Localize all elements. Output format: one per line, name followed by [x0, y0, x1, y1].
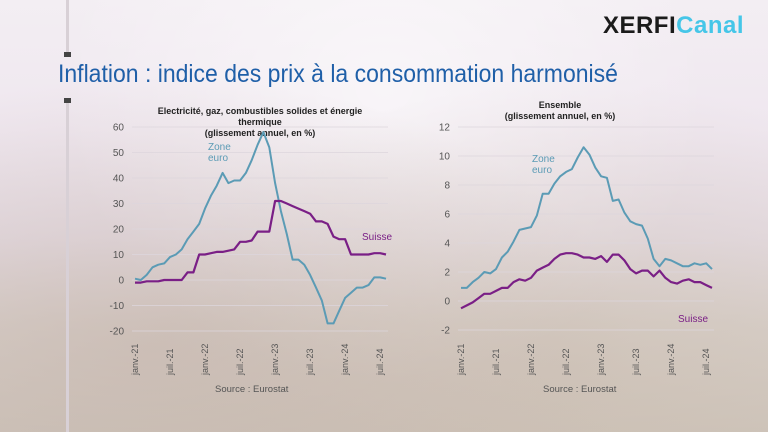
chart1-xtick-label: janv.-24 [340, 344, 350, 376]
chart2-xtick-label: juil.-21 [491, 348, 501, 376]
chart2-xtick-label: juil.-23 [631, 348, 641, 376]
chart1-ytick-label: 50 [113, 148, 125, 159]
chart1-series-suisse-line [135, 199, 387, 284]
chart1-ytick-label: 40 [113, 174, 125, 185]
chart1-title-line2: (glissement annuel, en %) [204, 128, 316, 138]
chart1-xtick-label: juil.-22 [235, 348, 245, 376]
chart1-ytick-label: 20 [113, 225, 125, 236]
chart2-series-zone-euro-line [461, 146, 713, 289]
chart2-label-suisse: Suisse [678, 314, 708, 325]
chart2-xtick-label: janv.-22 [526, 344, 536, 376]
chart2-ytick-label: 0 [444, 297, 450, 308]
left-accent-bar-top [66, 0, 69, 55]
chart1-ytick-label: 60 [113, 123, 125, 134]
chart1-ytick-label: -20 [110, 327, 125, 338]
chart2-source: Source : Eurostat [543, 384, 617, 395]
logo-xerfi: XERFI [602, 12, 677, 39]
chart2-xtick-label: juil.-24 [701, 348, 711, 376]
chart2-xtick-label: janv.-23 [596, 344, 606, 376]
chart1-ytick-label: 0 [118, 276, 124, 287]
chart1-series-zone-euro-line [134, 131, 387, 325]
chart2-ytick-label: 2 [444, 268, 450, 279]
chart1-source: Source : Eurostat [215, 384, 289, 395]
page-title: Inflation : indice des prix à la consomm… [58, 60, 618, 88]
chart2-title: Ensemble (glissement annuel, en %) [470, 100, 650, 122]
left-tick-top [64, 52, 71, 57]
chart1-label-zone-euro-line1: Zone [208, 142, 231, 153]
chart1-label-zone-euro-line2: euro [208, 153, 228, 164]
chart1-xtick-label: juil.-23 [305, 348, 315, 376]
chart2-label-zone-euro-line2: euro [532, 165, 552, 176]
chart1-xtick-label: janv.-22 [200, 344, 210, 376]
chart1-xtick-label: juil.-24 [375, 348, 385, 376]
chart2-ytick-label: 10 [439, 152, 451, 163]
chart1-xtick-label: juil.-21 [165, 348, 175, 376]
xerfi-canal-logo: XERFICanal [603, 12, 744, 40]
chart1-ytick-label: 30 [113, 199, 125, 210]
chart2-xtick-label: janv.-24 [666, 344, 676, 376]
chart1-title: Electricité, gaz, combustibles solides e… [140, 106, 380, 139]
chart2-label-zone-euro-line1: Zone [532, 154, 555, 165]
chart1-ytick-label: -10 [110, 301, 125, 312]
left-accent-bar-bottom [66, 100, 69, 432]
logo-canal: Canal [676, 12, 744, 39]
chart1-ytick-label: 10 [113, 250, 125, 261]
left-tick-bottom [64, 98, 71, 103]
chart1-xtick-label: janv.-21 [130, 344, 140, 376]
chart2-title-line1: Ensemble [538, 100, 582, 110]
chart2-ytick-label: 6 [444, 210, 450, 221]
chart2-series-suisse-line [460, 252, 713, 310]
chart1-title-line1: Electricité, gaz, combustibles solides e… [157, 106, 363, 127]
chart2-xtick-label: juil.-22 [561, 348, 571, 376]
chart2-ytick-label: 8 [444, 181, 450, 192]
chart1-xtick-label: janv.-23 [270, 344, 280, 376]
chart2-xtick-label: janv.-21 [456, 344, 466, 376]
chart2-title-line2: (glissement annuel, en %) [504, 111, 616, 121]
chart2-ytick-label: 4 [444, 239, 450, 250]
chart1-label-suisse: Suisse [362, 232, 392, 243]
chart2-ytick-label: 12 [439, 123, 451, 134]
chart2-ytick-label: -2 [441, 326, 450, 337]
